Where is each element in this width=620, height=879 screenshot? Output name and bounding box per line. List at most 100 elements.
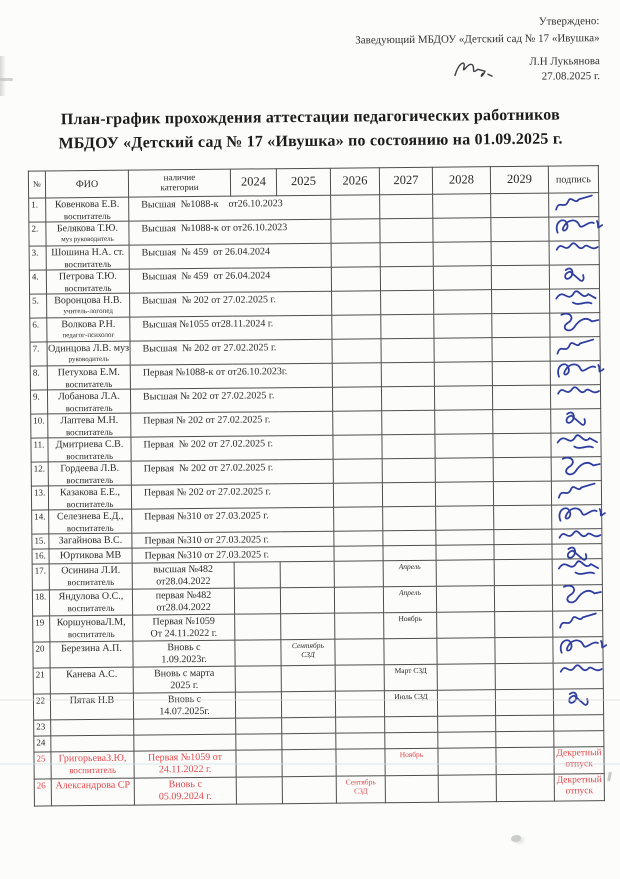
cell-num: 17. [32,563,50,591]
cell-signature [551,528,602,545]
person-role: воспитатель [66,498,114,509]
person-role: воспитатель [64,258,112,269]
cell-fio: КоршуноваЛ.М, воспитатель [49,615,133,642]
table-row: 4. Петрова Т.Ю. воспитатель Высшая № 459 от… [29,264,600,295]
column-header-2024: 2024 [230,168,277,197]
signature-scribble [564,267,585,282]
cell-year-2027 [385,775,439,803]
cell-num: 14. [31,509,49,535]
signature-scribble [557,560,600,575]
cell-category: Высшая № 202 от 27.02.2025 г. [130,387,333,414]
cell-year-2029 [493,481,552,506]
cell-year-2026 [333,530,383,547]
column-header-2029: 2029 [490,166,549,194]
person-name: Дмитриева С.В. [55,438,124,451]
cell-year-2027 [380,290,434,315]
cell-fio: Юртикова МВ [48,548,133,564]
cell-category: Высшая №1088-к от от26.10.2023 [128,219,332,246]
cell-signature [551,456,602,482]
cell-year-2026 [330,218,381,244]
person-name: Лаптева М.Н. [60,414,119,427]
cell-signature [549,288,600,314]
cell-year-2027 [381,386,435,411]
cell-num: 18. [32,589,50,617]
cell-signature [548,216,604,242]
cell-signature [549,336,601,362]
cell-fio: Шошина Н.А. ст. воспитатель [46,245,130,270]
cell-signature [553,688,604,716]
person-role: воспитатель [66,474,114,485]
person-name: Селезнева Е.Д., [56,510,124,523]
cell-category: Высшая № 202 от 27.02.2025 г. [129,291,332,318]
cell-fio: Казакова Е.Е., воспитатель [48,485,132,510]
signature-scribble [559,664,603,673]
cell-fio: Пятак Н.В [50,693,134,720]
cell-year-2029 [492,433,552,458]
cell-year-2029 [494,585,553,612]
table-row: 21 Канева А.С. Вновь с марта 2025 г. Март С… [33,662,604,695]
cell-year-2028 [437,747,497,776]
person-name: Белякова Т.Ю. [56,222,118,235]
cell-fio: Волкова Р.Н. педагог-психолог [46,317,130,342]
column-header-2: наличие категории [128,169,231,198]
cell-year-2029 [490,217,550,242]
table-row: 11. Дмитриева С.В. воспитатель Первая № 202… [30,432,602,463]
cell-year-2024 [235,749,283,778]
cell-year-2028 [437,715,496,733]
cell-signature [551,480,602,506]
cell-year-2025: Сентябрь СЗД [280,639,336,666]
approval-block: Утверждено: Заведующий МБДОУ «Детский са… [355,13,600,86]
cell-fio: Ковенкова Е.В. воспитатель [45,197,129,222]
cell-year-2026 [334,586,384,614]
person-role: воспитатель [67,628,115,639]
table-row: 14. Селезнева Е.Д., воспитатель Первая №310… [31,504,606,535]
approved-label: Утверждено: [538,15,600,28]
cell-year-2026 [335,716,385,734]
table-row: 1. Ковенкова Е.В. воспитатель Высшая №1088-… [28,192,599,223]
cell-num: 13. [31,485,49,511]
cell-fio: Селезнева Е.Д., воспитатель [48,509,132,534]
document-title: План-график прохождения аттестации педаг… [10,103,610,157]
cell-category: Первая №310 от 27.03.2025 г. [131,507,334,534]
cell-year-2025 [281,749,337,777]
cell-year-2028 [433,241,492,267]
cell-num: 2. [28,221,47,247]
cell-num: 8. [30,365,48,391]
attestation-schedule-table: № ФИО наличие категории 2024 2025 2026 2027 202… [28,165,608,807]
cell-year-2029 [495,715,554,732]
person-role: воспитатель [67,576,115,587]
cell-fio: Березина А.П. [49,641,134,668]
cell-year-2026 [334,638,385,666]
cell-year-2029 [491,313,550,338]
person-role: воспитатель [66,450,114,461]
cell-year-2027 [380,314,434,339]
cell-num: 22 [33,693,51,721]
cell-year-2029 [492,361,551,386]
cell-year-2029 [492,409,551,434]
cell-signature [553,714,604,732]
cell-year-2024 [236,776,283,805]
cell-year-2028 [437,731,496,749]
cell-category: Вновь с 05.09.2024 г. [134,777,237,806]
cell-num: 11. [30,437,49,463]
table-row: 12. Гордеева Л.В. воспитатель Первая № 202 … [31,456,602,487]
cell-num: 24 [33,735,51,753]
person-role: воспитатель [67,602,115,613]
cell-fio: Петрова Т.Ю. воспитатель [46,269,130,294]
cell-year-2029 [493,529,552,545]
cell-category: Первая №1059 От 24.11.2022 г. [132,614,235,642]
person-name: Казакова Е.Е., [59,486,120,499]
table-row: 18. Яндулова О.С., воспитатель первая №482 … [32,584,603,617]
cell-year-2027 [380,338,435,363]
table-row: 10. Лаптева М.Н. воспитатель Первая № 202 о… [30,408,601,439]
cell-year-2024 [235,665,282,693]
cell-fio: ГригорьеваЗ.Ю, воспитатель [50,751,135,779]
person-name: Пятак Н.В [69,694,115,707]
cell-signature [550,432,602,458]
table-row: 2. Белякова Т.Ю. муз руководитель Высшая №1… [28,216,604,247]
cell-signature [548,192,599,218]
cell-category: высшая №482 от28.04.2022 [132,562,235,590]
cell-year-2026 [335,732,385,750]
cell-year-2029 [491,337,551,362]
cell-year-2026 [332,434,383,460]
